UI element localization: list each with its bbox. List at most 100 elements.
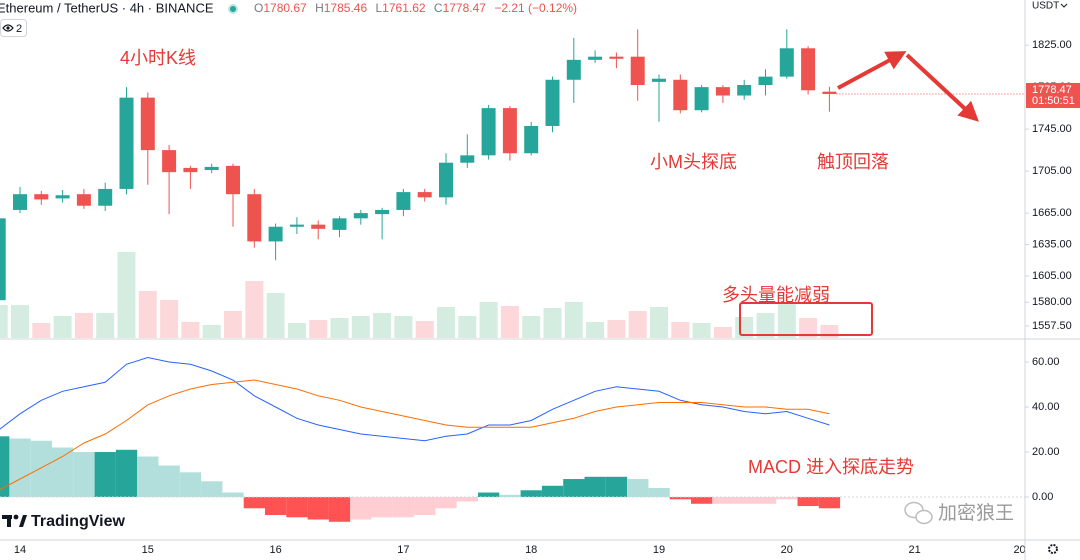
o-label: O bbox=[254, 1, 263, 15]
x-tick-label: 21 bbox=[908, 544, 920, 556]
histogram-bar bbox=[371, 497, 393, 518]
histogram-bar bbox=[818, 497, 841, 509]
volume-bar bbox=[351, 316, 370, 338]
volume-bar bbox=[224, 311, 242, 338]
candle-body bbox=[396, 192, 411, 210]
candle-body bbox=[34, 194, 49, 200]
volume-bar bbox=[799, 318, 818, 338]
x-tick-label: 16 bbox=[269, 544, 281, 556]
histogram-bar bbox=[350, 497, 372, 520]
signal-line bbox=[0, 379, 830, 491]
macd-pane bbox=[0, 356, 1025, 522]
arrow-up bbox=[837, 51, 907, 90]
highlight-box bbox=[739, 302, 873, 336]
y-tick-label: 1635.00 bbox=[1032, 238, 1072, 250]
histogram-bar bbox=[286, 497, 308, 518]
histogram-bar bbox=[30, 440, 52, 498]
candle-body bbox=[673, 79, 688, 111]
tradingview-logo bbox=[2, 514, 27, 527]
annotation: 4小时K线 bbox=[120, 48, 196, 68]
histogram-bar bbox=[754, 497, 777, 504]
histogram-bar bbox=[691, 497, 713, 504]
ohlc-legend: O1780.67 H1785.46 L1761.62 C1778.47 −2.2… bbox=[254, 1, 577, 15]
histogram-bar bbox=[499, 494, 521, 498]
volume-bar bbox=[53, 316, 72, 338]
histogram-bar bbox=[179, 472, 202, 498]
histogram-bar bbox=[605, 476, 628, 498]
y-tick-label: 20.00 bbox=[1032, 446, 1060, 458]
logo-part bbox=[19, 515, 27, 527]
symbol: Ethereum / TetherUS · 4h · BINANCE bbox=[0, 0, 214, 15]
histogram-bar bbox=[797, 497, 819, 507]
logo-text: TradingView bbox=[31, 513, 126, 530]
h-value: 1785.46 bbox=[324, 1, 368, 15]
volume-bar bbox=[32, 323, 51, 338]
candle-body bbox=[588, 56, 603, 60]
candle-body bbox=[375, 209, 390, 215]
y-tick-label: 1580.00 bbox=[1032, 296, 1072, 308]
countdown: 01:50:51 bbox=[1032, 95, 1075, 107]
volume-bar bbox=[777, 304, 796, 338]
volume-bar bbox=[564, 302, 583, 338]
logo-part bbox=[13, 514, 19, 520]
histogram-bar bbox=[73, 452, 95, 498]
histogram-bar bbox=[435, 497, 457, 509]
histogram-bar bbox=[414, 497, 436, 516]
candle-body bbox=[801, 48, 816, 91]
x-tick-label: 15 bbox=[142, 544, 154, 556]
volume-bar bbox=[713, 327, 732, 338]
histogram-bar bbox=[9, 438, 31, 498]
volume-bar bbox=[330, 318, 349, 338]
candle-body bbox=[630, 56, 645, 86]
histogram-bar bbox=[222, 492, 244, 498]
volume-bar bbox=[245, 281, 264, 338]
candle-body bbox=[609, 56, 624, 59]
volume-bar bbox=[415, 321, 434, 338]
candle-body bbox=[268, 226, 283, 242]
eye-pupil bbox=[6, 26, 10, 30]
change: −2.21 (−0.12%) bbox=[494, 1, 577, 15]
histogram-bar bbox=[733, 497, 755, 504]
candle-body bbox=[652, 78, 666, 82]
candle-body bbox=[55, 195, 70, 199]
histogram-bar bbox=[712, 497, 734, 504]
histogram-bar bbox=[669, 497, 691, 500]
annotation: MACD 进入探底走势 bbox=[748, 457, 914, 477]
candle-body bbox=[417, 192, 432, 198]
volume-bar bbox=[117, 252, 136, 338]
l-value: 1761.62 bbox=[382, 1, 426, 15]
y-tick-label: 1665.00 bbox=[1032, 207, 1072, 219]
histogram-bar bbox=[478, 492, 500, 498]
histogram-bar bbox=[52, 447, 74, 498]
price-unit[interactable]: USDT bbox=[1032, 1, 1059, 12]
candle-body bbox=[353, 213, 368, 219]
volume-bar bbox=[266, 293, 285, 338]
histogram-bar bbox=[158, 465, 180, 498]
x-axis: 14 15 16 17 18 19 20 21 20: bbox=[14, 544, 1025, 556]
candle-body bbox=[502, 108, 517, 154]
volume-bar bbox=[586, 322, 605, 338]
y-tick-label: 1605.00 bbox=[1032, 270, 1072, 282]
volume-bar bbox=[138, 291, 157, 338]
candle-body bbox=[779, 48, 794, 77]
volume-bar bbox=[692, 323, 711, 338]
volume-bar bbox=[309, 320, 328, 338]
volume-bar bbox=[820, 325, 839, 338]
y-tick-label: 1705.00 bbox=[1032, 165, 1072, 177]
histogram-bar bbox=[307, 497, 329, 520]
histogram-bar bbox=[328, 497, 351, 522]
settings-icon[interactable] bbox=[1048, 544, 1058, 554]
candle-body bbox=[481, 108, 496, 156]
candle-body bbox=[98, 188, 113, 206]
candle-body bbox=[183, 167, 198, 173]
histogram-bar bbox=[584, 476, 606, 498]
candle-body bbox=[715, 87, 730, 96]
arrow-down bbox=[905, 53, 979, 122]
histogram-bar bbox=[201, 481, 223, 498]
candle-body bbox=[460, 155, 475, 163]
candle-body bbox=[140, 97, 155, 151]
volume-bar bbox=[181, 322, 200, 338]
volume-bar bbox=[202, 325, 221, 338]
volume-bar bbox=[394, 316, 413, 338]
